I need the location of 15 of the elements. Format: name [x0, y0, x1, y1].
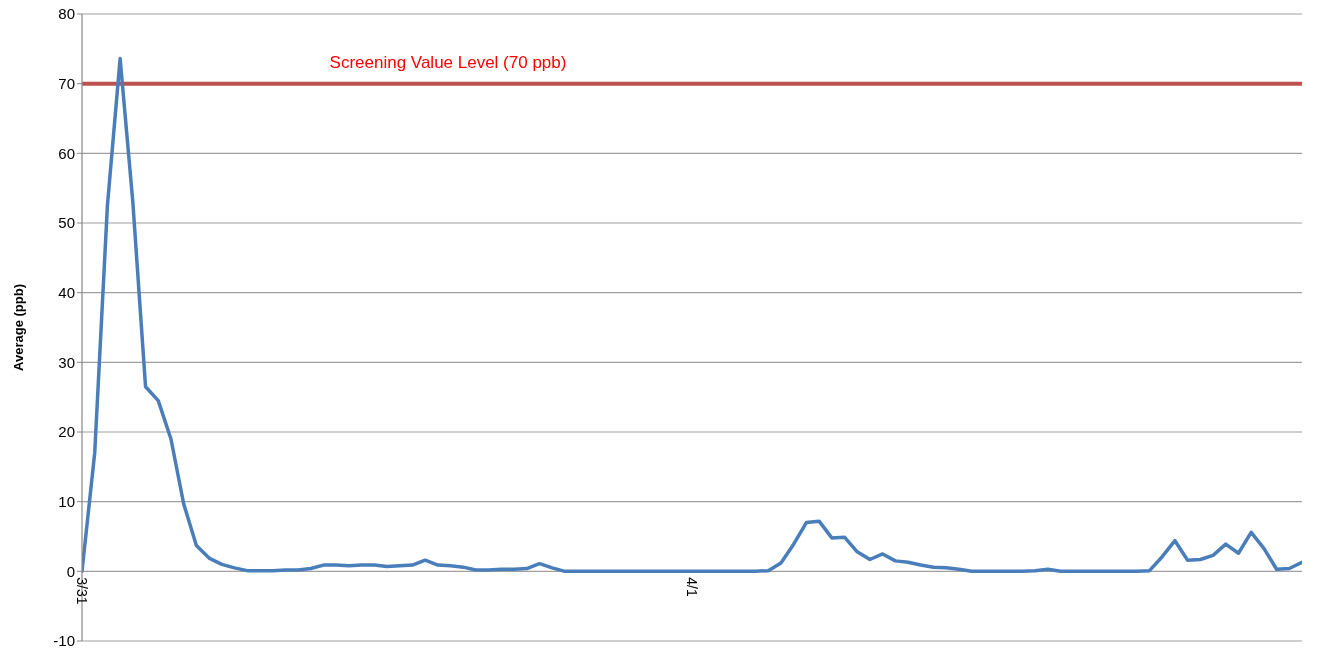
y-tick-label: 50: [58, 214, 75, 232]
y-tick-label: 40: [58, 283, 75, 301]
x-tick-label: 3/31: [74, 577, 90, 605]
ref-line-label: Screening Value Level (70 ppb): [329, 52, 567, 72]
line-series: [82, 56, 1302, 574]
y-tick-label: -10: [53, 632, 75, 650]
y-tick-label: 70: [58, 74, 75, 92]
y-tick-label: 20: [58, 423, 75, 441]
y-tick-label: 0: [66, 562, 75, 580]
y-tick-label: 80: [58, 5, 75, 23]
y-tick-label: 60: [58, 144, 75, 162]
x-tick-label: 4/1: [684, 577, 700, 598]
y-axis-title: Average (ppb): [10, 284, 26, 371]
y-tick-label: 30: [58, 353, 75, 371]
y-tick-label: 10: [58, 492, 75, 510]
